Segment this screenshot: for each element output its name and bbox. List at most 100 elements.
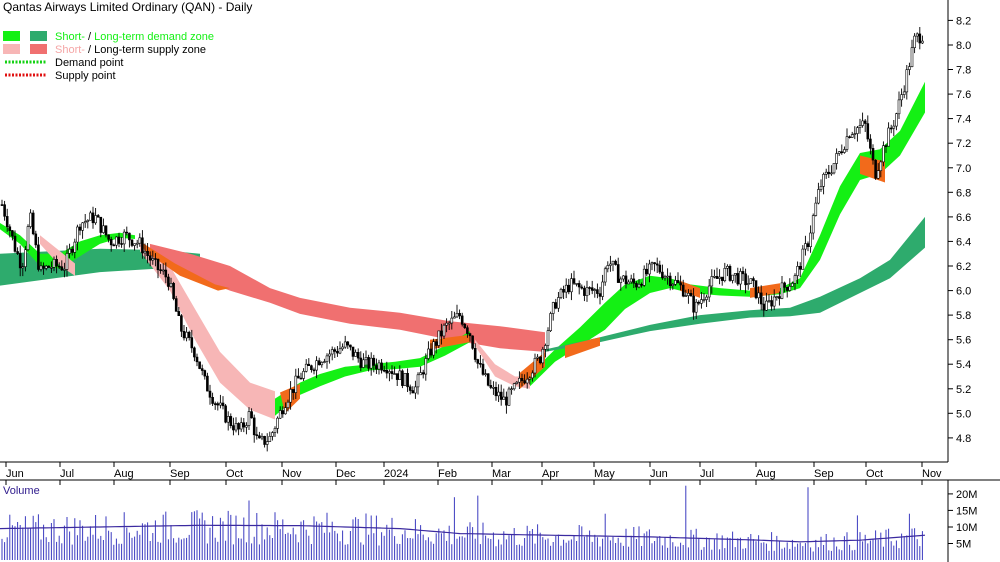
candle <box>411 386 415 394</box>
candle-body <box>73 241 77 253</box>
candle-body <box>902 91 906 95</box>
candle-body <box>471 335 474 349</box>
candle-body <box>494 386 498 397</box>
candle-body <box>445 322 448 326</box>
candle <box>343 335 347 349</box>
candle-body <box>770 300 773 307</box>
candle-body <box>83 221 87 224</box>
candle-body <box>632 278 636 284</box>
candle-body <box>169 282 173 287</box>
candle-body <box>486 373 490 386</box>
candle-body <box>804 243 807 250</box>
candle <box>317 357 321 366</box>
price-x-tick-label: Jul <box>700 468 714 480</box>
candle <box>156 258 160 279</box>
candle <box>364 350 368 368</box>
candle-body <box>427 348 430 359</box>
candle <box>577 280 581 295</box>
candle <box>146 243 149 264</box>
candle <box>0 199 4 206</box>
candle <box>692 288 695 320</box>
candle <box>876 163 880 180</box>
candle-body <box>598 293 602 297</box>
candle-body <box>874 159 877 179</box>
candle <box>741 266 745 281</box>
candle <box>884 144 888 153</box>
candle-body <box>549 313 552 332</box>
candle-body <box>299 377 303 380</box>
candle-body <box>377 362 381 370</box>
candle <box>86 219 90 229</box>
candle <box>135 239 139 249</box>
candle-body <box>216 403 220 406</box>
zones <box>0 81 925 420</box>
candle <box>278 406 282 419</box>
candle <box>736 267 740 286</box>
candle-body <box>382 369 386 372</box>
candle <box>81 222 84 239</box>
candle-body <box>754 280 758 299</box>
candle <box>159 264 162 274</box>
candle <box>177 307 181 316</box>
candle <box>232 417 235 436</box>
candle-body <box>564 284 568 293</box>
candle <box>187 330 191 341</box>
candle-body <box>432 341 435 356</box>
candle-body <box>91 212 95 224</box>
price-x-tick-label: Nov <box>922 468 942 480</box>
candle <box>489 379 493 390</box>
candle <box>182 325 186 341</box>
price-x-tick-label: Mar <box>492 468 511 480</box>
candle-body <box>718 276 721 279</box>
candle <box>440 323 443 345</box>
candle-body <box>42 265 45 269</box>
candle <box>138 233 142 247</box>
candle <box>484 369 487 377</box>
candle <box>102 218 105 234</box>
candle-body <box>128 232 131 241</box>
candle <box>172 281 175 301</box>
candle <box>658 260 662 275</box>
candle-body <box>16 251 19 254</box>
candle <box>200 364 204 376</box>
candle-body <box>3 204 6 217</box>
candle <box>588 286 591 296</box>
candle-body <box>96 215 100 218</box>
candle-body <box>208 390 212 398</box>
candle <box>663 274 667 281</box>
candle-body <box>372 357 376 366</box>
candle-body <box>317 360 321 366</box>
candle <box>401 369 404 389</box>
candle-body <box>281 410 285 415</box>
candle <box>759 285 763 311</box>
candle <box>377 359 381 375</box>
candle <box>281 406 285 418</box>
candle-body <box>213 403 217 405</box>
candle-body <box>219 402 222 406</box>
candle-body <box>78 226 82 231</box>
candle <box>775 295 779 301</box>
candle-body <box>437 330 441 346</box>
candle <box>726 264 729 277</box>
candle <box>541 346 545 368</box>
candle-body <box>871 148 875 161</box>
candle-body <box>502 396 506 400</box>
candle <box>143 243 147 259</box>
price-y-tick-label: 5.6 <box>956 335 971 347</box>
candle-body <box>273 428 277 433</box>
candle-body <box>541 348 545 364</box>
candle-body <box>226 416 230 423</box>
candle <box>312 367 316 375</box>
price-x-tick-label: May <box>594 468 615 480</box>
candle-body <box>86 220 90 222</box>
candle-body <box>375 365 378 370</box>
candle-body <box>700 299 703 304</box>
candle-body <box>809 232 812 247</box>
candle <box>850 131 854 138</box>
candle <box>13 230 17 253</box>
candle-body <box>284 407 287 415</box>
candle <box>705 294 708 307</box>
candle <box>627 279 630 285</box>
candle-body <box>674 280 677 285</box>
candle-body <box>125 231 129 234</box>
